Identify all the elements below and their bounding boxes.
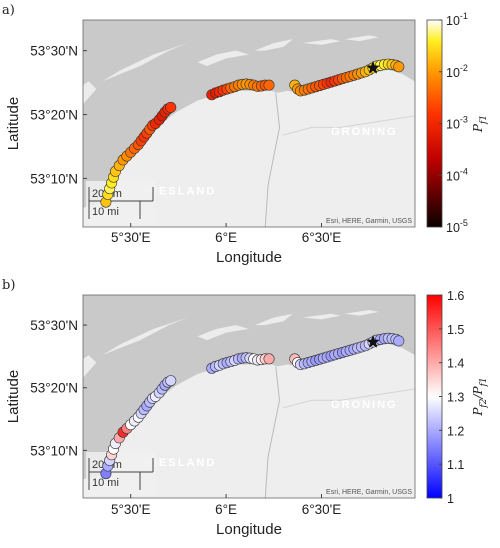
colorbar-tick-label: 1.4 xyxy=(447,357,464,371)
x-axis-label: Longitude xyxy=(216,249,282,266)
place-label-groningen: GRONING xyxy=(331,126,398,138)
island xyxy=(302,313,341,320)
scale-bar-mi: 10 mi xyxy=(92,206,119,218)
island xyxy=(83,355,97,378)
x-axis-label: Longitude xyxy=(216,521,282,538)
scale-bar-mi: 10 mi xyxy=(92,477,119,489)
colorbar-tick-label: 10-5 xyxy=(446,218,468,235)
y-tick-label: 53°20'N xyxy=(30,108,78,123)
y-tick-label: 53°10'N xyxy=(30,171,78,186)
map-attribution: Esri, HERE, Garmin, USGS xyxy=(326,489,412,496)
map-attribution: Esri, HERE, Garmin, USGS xyxy=(326,218,412,225)
island xyxy=(197,50,249,66)
border-line xyxy=(264,92,281,227)
border-line xyxy=(283,115,415,136)
y-tick-label: 53°10'N xyxy=(30,443,78,458)
data-point xyxy=(165,101,177,113)
island xyxy=(197,325,249,341)
border-line xyxy=(283,388,415,409)
island xyxy=(344,35,379,42)
colorbar-tick-label: 1 xyxy=(447,492,454,506)
epicenter-star xyxy=(366,334,380,348)
y-tick-label: 53°30'N xyxy=(30,44,78,59)
axes-frame xyxy=(82,294,416,499)
scale-bar-bg xyxy=(86,181,156,225)
colorbar: 10-1 10-2 10-3 10-4 10-5 Pf1 xyxy=(426,11,489,235)
panel-label: b) xyxy=(2,278,15,293)
colorbar-tick-label: 1.1 xyxy=(447,458,464,472)
border-line xyxy=(264,366,281,498)
colorbar-tick-label: 10-1 xyxy=(446,11,468,28)
data-point xyxy=(263,79,275,91)
island xyxy=(102,317,188,356)
x-tick-label: 6°30'E xyxy=(302,230,342,245)
y-tick-label: 53°20'N xyxy=(30,381,78,396)
x-tick-label: 5°30'E xyxy=(111,502,151,517)
y-tick-label: 53°30'N xyxy=(30,318,78,333)
x-tick-label: 5°30'E xyxy=(111,230,151,245)
colorbar-label: Pf2/Pf1 xyxy=(471,377,489,416)
axes-frame xyxy=(82,19,416,228)
data-point xyxy=(165,375,177,387)
island xyxy=(254,39,293,51)
mainland xyxy=(83,69,415,227)
place-label-friesland: RIESLAND xyxy=(144,185,216,197)
place-label-groningen: GRONING xyxy=(331,399,398,411)
island xyxy=(344,310,379,316)
colorbar-tick-label: 10-4 xyxy=(446,166,468,183)
colorbar-tick-label: 1.5 xyxy=(447,323,464,337)
data-point xyxy=(393,335,405,347)
panel-label: a) xyxy=(2,3,15,18)
place-label-friesland: RIESLAND xyxy=(144,457,216,469)
island xyxy=(83,81,97,105)
epicenter-star xyxy=(366,60,380,74)
colorbar-tick-label: 10-3 xyxy=(446,115,468,132)
data-point xyxy=(263,353,275,365)
island xyxy=(102,43,188,82)
data-points xyxy=(100,58,405,208)
colorbar-tick-label: 1.6 xyxy=(447,289,464,303)
colorbar-tick-label: 1.3 xyxy=(447,391,464,405)
y-axis-label: Latitude xyxy=(5,97,22,150)
colorbar-tick-label: 10-2 xyxy=(446,63,468,80)
mainland xyxy=(83,343,415,498)
colorbar: 1.6 1.5 1.4 1.3 1.2 1.1 1 Pf2/Pf1 xyxy=(426,289,489,506)
scale-bar-bg xyxy=(86,452,156,496)
x-tick-label: 6°30'E xyxy=(302,502,342,517)
x-tick-label: 6°E xyxy=(215,502,237,517)
island xyxy=(302,39,341,45)
island xyxy=(254,313,293,326)
y-axis-label: Latitude xyxy=(5,370,22,423)
colorbar-tick-label: 1.2 xyxy=(447,424,464,438)
colorbar-label: Pf1 xyxy=(471,115,489,133)
x-tick-label: 6°E xyxy=(215,230,237,245)
data-point xyxy=(393,61,405,73)
